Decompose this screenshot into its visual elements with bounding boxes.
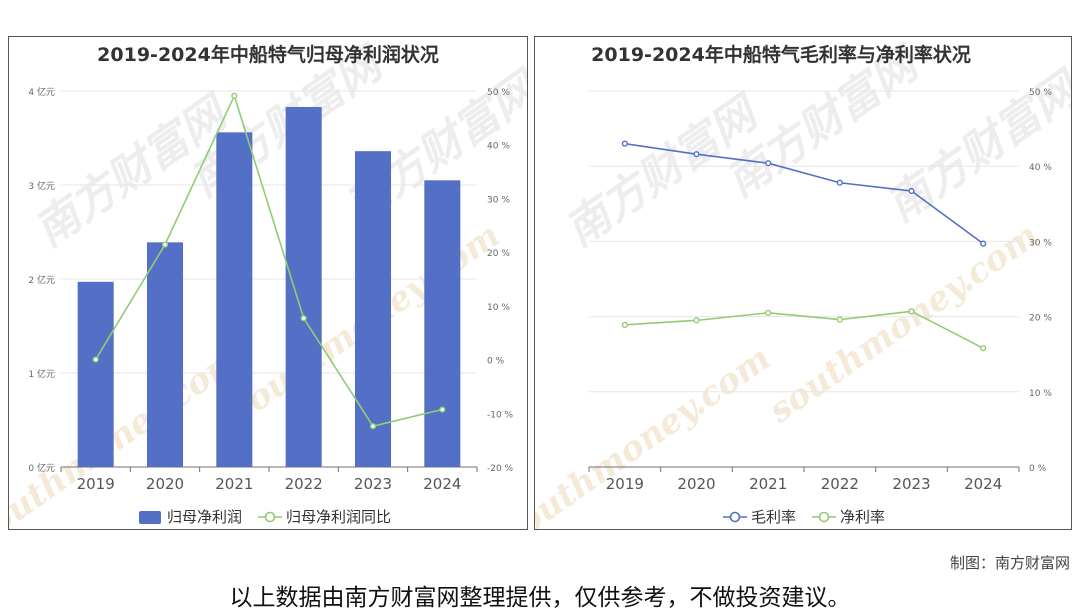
profit-chart-panel: 南方财富网southmoney.com南方财富网southmoney.com南方… [8,36,528,530]
data-point [908,308,915,315]
data-point [439,406,446,413]
legend-label: 毛利率 [751,508,796,526]
data-point [161,241,169,248]
data-point [693,317,700,324]
y2-tick-label: 50 % [487,88,510,98]
data-point [836,179,843,186]
margin-chart-panel: 南方财富网 southmoney.com 南方财富网 southmoney.com 南方… [534,36,1072,530]
y2-tick-label: 0 % [1029,464,1047,474]
disclaimer-text: 以上数据由南方财富网整理提供，仅供参考，不做投资建议。 [229,585,851,611]
data-point [980,345,987,352]
x-tick-label: 2024 [964,475,1002,493]
x-tick-label: 2020 [146,475,184,493]
y2-tick-label: 30 % [1029,238,1052,248]
data-point [369,423,377,430]
series-line [624,310,984,349]
bar [216,132,253,468]
x-tick-label: 2021 [749,475,787,493]
y2-tick-label: 20 % [1029,314,1052,324]
bar [77,281,114,467]
y2-tick-label: 10 % [1029,389,1052,399]
data-point [908,187,915,195]
y-tick-label: 4 亿元 [28,86,55,98]
x-tick-label: 2021 [215,475,253,493]
plot-area: -20 % -10 % 0 % 10 % 20 % 30 % 40 % 50 % 0 亿元 1 亿… [28,86,513,493]
y2-tick-label: -10 % [487,410,514,420]
x-tick-label: 2023 [354,475,392,493]
watermark: 南方财富网southmoney.com南方财富网southmoney.com南方… [535,37,1071,529]
profit-chart: 南方财富网southmoney.com南方财富网southmoney.com南方… [9,37,527,529]
data-point [836,316,843,323]
data-point [980,240,987,247]
y-tick-label: 0 亿元 [28,462,55,474]
legend[interactable]: 归母净利润 归母净利润同比 [139,508,391,526]
y2-tick-label: 50 % [1029,88,1052,98]
bar [146,242,184,467]
y-tick-label: 1 亿元 [28,368,55,380]
watermark-text: southmoney.com [761,215,1046,431]
x-tick-label: 2023 [892,475,930,493]
x-tick-label: 2022 [821,475,859,493]
x-tick-label: 2019 [77,475,115,493]
bar [285,106,322,467]
data-point [231,92,238,99]
legend-label: 归母净利润同比 [286,508,391,526]
legend-bar-swatch [139,511,161,524]
data-point [765,309,772,316]
chart-title: 2019-2024年中船特气归母净利润状况 [97,43,439,66]
chart-title: 2019-2024年中船特气毛利率与净利率状况 [591,43,971,66]
y2-tick-label: 30 % [487,195,510,205]
watermark-text: southmoney.com [535,338,778,529]
legend[interactable]: 毛利率 净利率 [723,508,885,526]
legend-marker [264,511,276,523]
x-tick-label: 2024 [423,475,461,493]
bar [354,151,392,467]
y2-tick-label: 40 % [487,142,510,152]
x-tick-label: 2020 [677,475,715,493]
data-point [693,151,700,158]
y2-tick-label: 10 % [487,303,510,313]
data-point [765,160,772,167]
data-point [300,315,307,322]
bar [424,180,461,468]
y2-tick-label: 20 % [487,249,510,259]
chart-credit: 制图：南方财富网 [949,554,1070,572]
x-tick-label: 2022 [285,475,323,493]
x-tick-label: 2019 [606,475,644,493]
y2-tick-label: -20 % [487,464,514,474]
watermark-text: southmoney.com [9,338,248,529]
data-point [621,321,628,328]
legend-label: 归母净利润 [167,508,242,526]
series-line [94,93,443,428]
y-tick-label: 2 亿元 [28,274,55,286]
y2-tick-label: 0 % [487,357,505,367]
series-line [624,142,984,245]
legend-marker [729,511,741,523]
data-point [621,140,628,147]
y-tick-label: 3 亿元 [28,180,55,192]
legend-label: 净利率 [840,508,885,526]
plot-area: 0 % 10 % 20 % 30 % 40 % 50 % 2019 2020 2021 2022 2… [588,88,1052,493]
y2-tick-label: 40 % [1029,163,1052,173]
legend-marker [818,511,830,523]
data-point [92,356,99,363]
margin-chart: 南方财富网southmoney.com南方财富网southmoney.com南方… [535,37,1071,529]
